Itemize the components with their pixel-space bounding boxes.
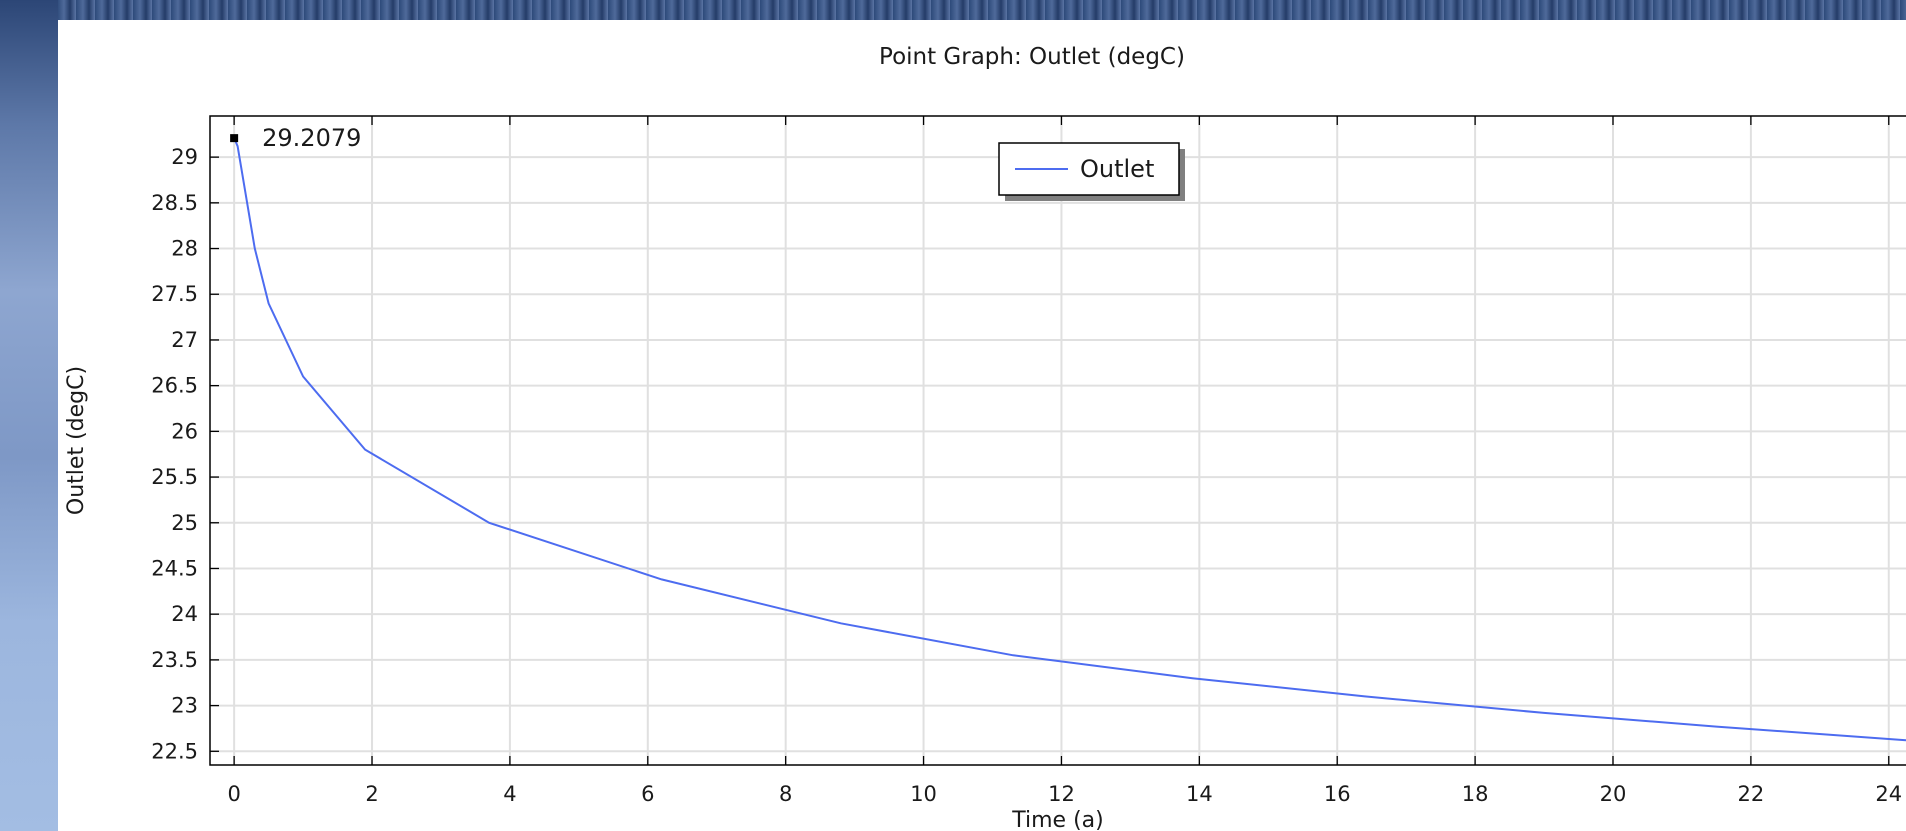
axis-ticks: 0 2 4 6 8 10 12 14 16 18 20 22 2422.52323.52424.5252… (151, 116, 1902, 806)
plot-title: Point Graph: Outlet (degC) (879, 44, 1185, 70)
x-tick-label: 14 (1186, 782, 1213, 806)
annotation: 29.2079 (230, 124, 361, 152)
x-tick-label: 10 (910, 782, 937, 806)
y-tick-label: 27 (171, 328, 198, 352)
y-tick-label: 28.5 (151, 191, 198, 215)
grid-lines (210, 116, 1906, 765)
annotation-label: 29.2079 (262, 124, 361, 152)
y-tick-label: 25.5 (151, 465, 198, 489)
y-tick-label: 26.5 (151, 374, 198, 398)
x-tick-label: 12 (1048, 782, 1075, 806)
x-tick-label: 0 (227, 782, 240, 806)
y-tick-label: 24.5 (151, 556, 198, 580)
point-graph[interactable]: Point Graph: Outlet (degC) 0 2 4 6 8 10 12 14 16… (58, 20, 1906, 831)
y-axis-label: Outlet (degC) (64, 366, 89, 515)
x-tick-label: 4 (503, 782, 516, 806)
plot-area-frame[interactable] (209, 115, 1906, 766)
x-tick-label: 24 (1875, 782, 1902, 806)
x-tick-label: 20 (1600, 782, 1627, 806)
x-tick-label: 22 (1738, 782, 1765, 806)
desktop-background-top (0, 0, 1906, 20)
desktop-background-left (0, 0, 58, 831)
y-tick-label: 24 (171, 602, 198, 626)
x-tick-label: 16 (1324, 782, 1351, 806)
series-line-outlet (233, 137, 1906, 742)
legend[interactable]: Outlet (998, 142, 1185, 201)
x-tick-label: 6 (641, 782, 654, 806)
y-tick-label: 27.5 (151, 282, 198, 306)
x-tick-label: 2 (365, 782, 378, 806)
y-tick-label: 29 (171, 145, 198, 169)
annotation-marker (230, 134, 239, 143)
x-tick-label: 18 (1462, 782, 1489, 806)
y-tick-label: 23 (171, 694, 198, 718)
y-tick-label: 28 (171, 237, 198, 261)
y-tick-label: 23.5 (151, 648, 198, 672)
y-tick-label: 22.5 (151, 739, 198, 763)
x-tick-label: 8 (779, 782, 792, 806)
graphics-panel[interactable]: Point Graph: Outlet (degC) 0 2 4 6 8 10 12 14 16… (58, 20, 1906, 831)
legend-label-outlet: Outlet (1080, 155, 1154, 183)
x-axis-label: Time (a) (1011, 808, 1103, 831)
y-tick-label: 25 (171, 511, 198, 535)
series-layer (233, 137, 1906, 742)
y-tick-label: 26 (171, 419, 198, 443)
